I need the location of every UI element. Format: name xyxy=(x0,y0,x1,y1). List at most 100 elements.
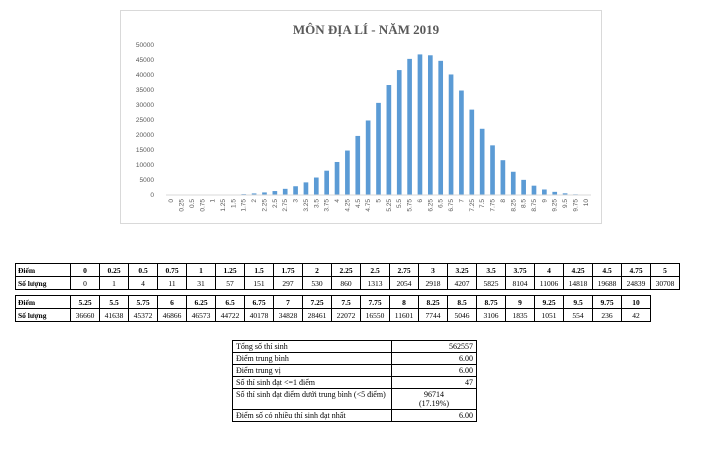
stat-row-mode: Điểm số có nhiều thí sinh đạt nhất 6.00 xyxy=(232,409,477,422)
bar-8 xyxy=(500,160,506,195)
stat-label: Số thí sinh đạt <=1 điểm xyxy=(232,376,392,389)
y-tick-label: 0 xyxy=(150,192,154,199)
bar-5.75 xyxy=(407,58,412,195)
score-row: Điểm 5.25 5.5 5.75 6 6.25 6.5 6.75 7 7.25 7.5 7.75 8… xyxy=(15,295,651,309)
stat-value: 6.00 xyxy=(391,364,477,377)
y-tick-label: 10000 xyxy=(136,162,154,169)
stat-label: Số thí sinh đạt điểm dưới trung bình (<5… xyxy=(232,388,392,410)
count-cell: 16550 xyxy=(360,308,390,322)
score-cell: 8 xyxy=(389,295,419,309)
count-cell: 36660 xyxy=(70,308,100,322)
count-cell: 860 xyxy=(331,276,361,290)
x-tick-label: 3.75 xyxy=(324,199,331,212)
row-header: Số lượng xyxy=(15,308,71,322)
x-tick-label: 2.75 xyxy=(282,199,289,212)
score-cell: 5.75 xyxy=(128,295,158,309)
bar-6.5 xyxy=(438,60,444,195)
bar-5.25 xyxy=(386,85,392,195)
count-cell: 42 xyxy=(621,308,651,322)
score-cell: 5.5 xyxy=(99,295,129,309)
stat-value-percent: (17.19%) xyxy=(419,399,449,408)
stat-row-below-average: Số thí sinh đạt điểm dưới trung bình (<5… xyxy=(232,388,477,410)
count-cell: 7744 xyxy=(418,308,448,322)
count-cell: 2054 xyxy=(389,276,419,290)
count-cell: 1835 xyxy=(505,308,535,322)
x-tick-label: 3 xyxy=(293,199,300,203)
count-cell: 44722 xyxy=(215,308,245,322)
y-tick-label: 45000 xyxy=(136,57,154,64)
stat-value: 6.00 xyxy=(391,409,477,422)
x-tick-label: 3.25 xyxy=(303,199,310,212)
y-tick-label: 35000 xyxy=(136,87,154,94)
score-cell: 9.25 xyxy=(534,295,564,309)
bar-9.5 xyxy=(562,193,568,195)
count-cell: 1051 xyxy=(534,308,564,322)
stat-value: 96714 (17.19%) xyxy=(391,388,477,410)
y-tick-label: 50000 xyxy=(136,42,154,49)
stat-row-median: Điểm trung vị 6.00 xyxy=(232,364,477,377)
score-cell: 1.25 xyxy=(215,263,245,277)
bar-7.5 xyxy=(479,128,485,195)
stat-value: 6.00 xyxy=(391,352,477,365)
score-cell: 0.25 xyxy=(99,263,129,277)
bar-5 xyxy=(376,102,381,195)
count-cell: 8104 xyxy=(505,276,535,290)
score-cell: 3.75 xyxy=(505,263,535,277)
bar-6.25 xyxy=(427,55,433,195)
bar-7.75 xyxy=(490,145,495,195)
score-cell: 0.5 xyxy=(128,263,158,277)
x-tick-label: 8.5 xyxy=(521,199,528,208)
x-tick-label: 4.25 xyxy=(344,199,351,212)
score-cell: 10 xyxy=(621,295,651,309)
x-tick-label: 4.75 xyxy=(365,199,372,212)
score-cell: 2.25 xyxy=(331,263,361,277)
x-tick-label: 0.25 xyxy=(179,199,186,212)
bar-chart: MÔN ĐỊA LÍ - NĂM 2019 050001000015000200… xyxy=(136,22,591,212)
score-cell: 4.25 xyxy=(563,263,593,277)
count-cell: 2918 xyxy=(418,276,448,290)
x-tick-label: 7.5 xyxy=(479,199,486,208)
y-tick-label: 30000 xyxy=(136,102,154,109)
score-cell: 3.5 xyxy=(476,263,506,277)
count-row: Số lượng 36660 41638 45372 46866 46573 44722 40… xyxy=(15,308,651,322)
bar-2.75 xyxy=(282,188,288,195)
x-tick-label: 4.5 xyxy=(355,199,362,208)
row-header: Số lượng xyxy=(15,276,71,290)
stat-value: 562557 xyxy=(391,340,477,353)
bar-7 xyxy=(459,90,464,195)
count-cell: 5046 xyxy=(447,308,477,322)
count-cell: 1313 xyxy=(360,276,390,290)
count-row: Số lượng 0 1 4 11 31 57 151 297 530 860 1313 2054 291… xyxy=(15,276,680,290)
x-tick-label: 1 xyxy=(210,199,217,203)
y-tick-label: 40000 xyxy=(136,72,154,79)
x-tick-label: 0.75 xyxy=(199,199,206,212)
bar-4.75 xyxy=(365,120,371,195)
x-tick-label: 2.25 xyxy=(261,199,268,212)
score-cell: 7.25 xyxy=(302,295,332,309)
x-tick-label: 8 xyxy=(500,199,507,203)
stat-label: Tổng số thí sinh xyxy=(232,340,392,353)
bars xyxy=(179,54,589,195)
score-cell: 4.75 xyxy=(621,263,651,277)
score-cell: 1 xyxy=(186,263,216,277)
stat-row-total: Tổng số thí sinh 562557 xyxy=(232,340,477,353)
stat-value: 47 xyxy=(391,376,477,389)
count-cell: 530 xyxy=(302,276,332,290)
bar-3.25 xyxy=(303,182,309,195)
score-cell: 5.25 xyxy=(70,295,100,309)
count-cell: 4207 xyxy=(447,276,477,290)
count-cell: 1 xyxy=(99,276,129,290)
x-tick-label: 1.25 xyxy=(220,199,227,212)
x-tick-label: 8.25 xyxy=(510,199,517,212)
score-cell: 9.75 xyxy=(592,295,622,309)
count-cell: 34828 xyxy=(273,308,303,322)
row-header: Điểm xyxy=(15,263,71,277)
score-cell: 3.25 xyxy=(447,263,477,277)
score-cell: 1.75 xyxy=(273,263,303,277)
score-cell: 3 xyxy=(418,263,448,277)
x-tick-label: 7.25 xyxy=(469,199,476,212)
stat-label: Điểm trung vị xyxy=(232,364,392,377)
row-header: Điểm xyxy=(15,295,71,309)
count-cell: 30708 xyxy=(650,276,680,290)
score-cell: 4.5 xyxy=(592,263,622,277)
